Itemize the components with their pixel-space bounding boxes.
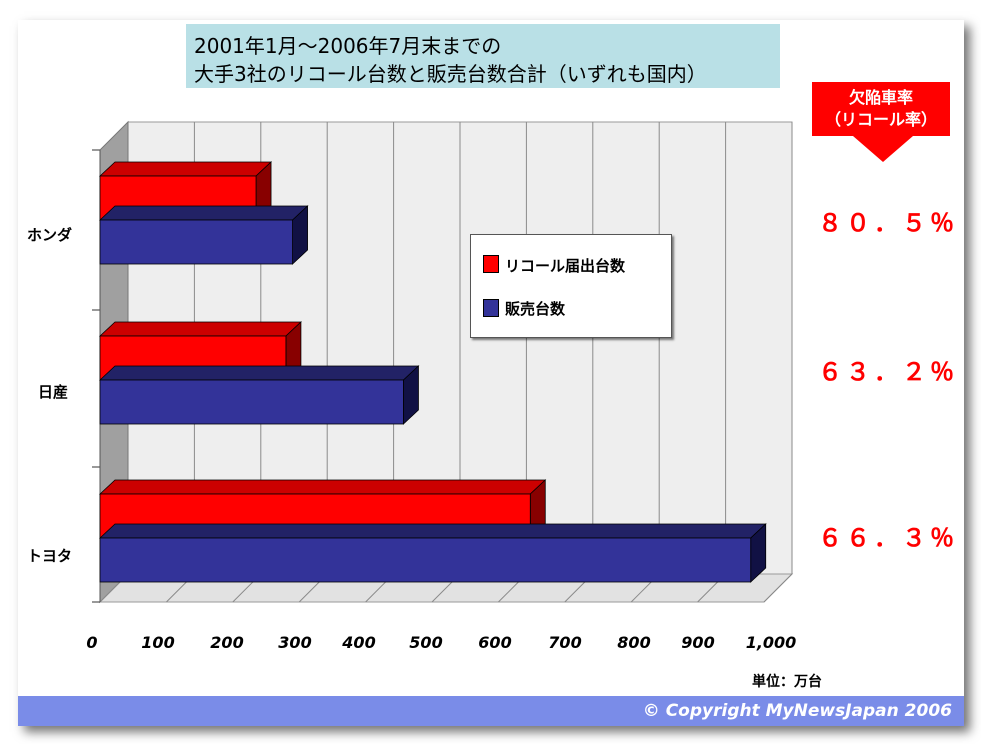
legend-swatch-sales (483, 299, 499, 317)
category-label-toyota: トヨタ (27, 547, 73, 565)
defect-rate-header-line1: 欠陥車率 (848, 88, 913, 107)
bar-sales (99, 379, 404, 425)
floor-gridline (763, 573, 793, 603)
legend-label-sales: 販売台数 (505, 300, 566, 318)
x-tick-label: 500 (409, 633, 443, 652)
defect-rate-honda: ８０．５％ (818, 209, 958, 237)
bar-recall-top (98, 479, 547, 495)
category-label-honda: ホンダ (27, 226, 73, 244)
bar-recall-top (98, 321, 302, 337)
unit-label: 単位：万台 (752, 674, 822, 690)
chart-title-box: 2001年1月～2006年7月末までの 大手3社のリコール台数と販売台数合計（い… (186, 24, 780, 88)
x-tick-label: 300 (278, 633, 312, 652)
bar-sales (99, 537, 752, 583)
legend-swatch-recall (483, 255, 499, 273)
x-tick-label: 700 (548, 633, 582, 652)
legend-label-recall: リコール届出台数 (505, 257, 626, 275)
copyright-text: © Copyright MyNewsJapan 2006 (642, 701, 952, 721)
x-tick-label: 400 (342, 633, 376, 652)
chart-title: 2001年1月～2006年7月末までの (194, 34, 502, 58)
x-tick-label: 600 (478, 633, 512, 652)
x-tick-label: 0 (86, 633, 98, 652)
defect-rate-toyota: ６６．３％ (818, 524, 958, 552)
x-tick-label: 200 (210, 633, 244, 652)
x-tick-label: 800 (617, 633, 651, 652)
footer-bar: © Copyright MyNewsJapan 2006 (18, 696, 964, 726)
chart-legend: リコール届出台数 販売台数 (470, 234, 672, 338)
x-tick-label: 900 (681, 633, 715, 652)
defect-rate-nissan: ６３．２％ (818, 358, 958, 386)
bar-recall-top (98, 161, 273, 177)
defect-rate-header-line2: （リコール率） (824, 110, 937, 129)
defect-rate-header: 欠陥車率 （リコール率） (812, 82, 950, 136)
bar-sales-top (98, 205, 309, 221)
category-label-nissan: 日産 (38, 383, 69, 401)
x-tick-label: 100 (141, 633, 175, 652)
chart-subtitle: 大手3社のリコール台数と販売台数合計（いずれも国内） (194, 62, 707, 86)
down-arrow-icon (853, 136, 913, 162)
x-tick-label: 1,000 (745, 633, 797, 652)
bar-sales (99, 219, 293, 265)
bar-sales-top (98, 523, 767, 539)
bar-sales-top (98, 365, 420, 381)
